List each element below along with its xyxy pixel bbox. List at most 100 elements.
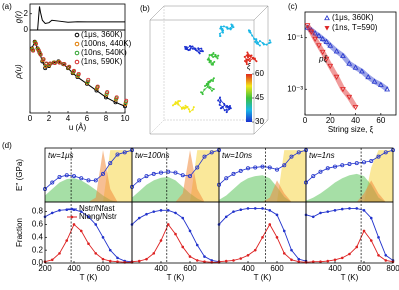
string-atom <box>211 63 214 66</box>
marker <box>202 154 207 159</box>
string-atom <box>219 27 222 30</box>
fraction-point <box>282 252 286 255</box>
marker <box>76 71 81 76</box>
string-atom <box>248 60 251 63</box>
string-atom <box>204 85 206 87</box>
string-atom <box>228 108 231 111</box>
fraction-point <box>181 245 185 249</box>
fraction-point <box>340 256 344 260</box>
string-atom <box>229 106 232 109</box>
string-atom <box>189 47 192 50</box>
panel-label: (c) <box>288 2 298 11</box>
marker <box>43 63 48 68</box>
string-atom <box>181 106 184 109</box>
marker <box>340 163 345 168</box>
fraction-point <box>290 258 293 262</box>
marker <box>158 170 163 175</box>
fraction-point <box>319 211 322 215</box>
y-tick-label: 2 <box>24 9 29 18</box>
marker <box>267 165 272 170</box>
marker <box>108 161 113 166</box>
x-tick-label: 8 <box>104 114 109 123</box>
string-atom <box>212 52 215 55</box>
marker <box>33 41 38 46</box>
y-axis-label: E'' (GPa) <box>15 159 24 191</box>
fraction-point <box>275 236 279 239</box>
fraction-point <box>50 258 54 262</box>
marker <box>323 38 330 44</box>
y-axis-label: pξ <box>318 55 327 64</box>
marker <box>238 168 243 173</box>
fraction-point <box>311 260 315 264</box>
fraction-point <box>116 260 119 264</box>
string-atom <box>247 56 250 59</box>
colorbar <box>246 74 252 122</box>
fraction-point <box>340 207 344 211</box>
x-tick-label: 60 <box>376 116 385 125</box>
fraction-point <box>384 259 388 262</box>
x-tick-label: 0 <box>28 114 33 123</box>
panel-label: (a) <box>2 2 12 11</box>
marker <box>319 35 326 42</box>
subplot-title: tw=100ns <box>135 151 169 160</box>
fraction-point <box>137 216 141 220</box>
string-atom <box>217 54 220 57</box>
string-atom <box>197 47 200 50</box>
x-tick-label: 0 <box>303 116 308 125</box>
string-atom <box>186 106 189 109</box>
fraction-point <box>108 248 112 252</box>
marker <box>253 165 258 170</box>
string-atom <box>191 108 194 111</box>
string-atom <box>184 47 187 50</box>
legend-label: (1ns, T=590) <box>332 23 378 32</box>
marker <box>67 64 72 69</box>
marker <box>383 150 388 155</box>
string-atom <box>221 31 224 34</box>
string-atom <box>201 93 204 96</box>
string-atom <box>179 100 181 102</box>
marker <box>304 24 311 30</box>
marker <box>86 77 91 82</box>
marker <box>316 32 322 38</box>
marker <box>122 150 127 155</box>
string-atom <box>219 101 222 104</box>
marker <box>86 178 91 183</box>
fraction-point <box>232 210 235 213</box>
marker <box>308 29 315 35</box>
marker <box>187 174 192 179</box>
string-atom <box>206 85 209 88</box>
string-atom <box>256 42 259 45</box>
marker <box>31 48 36 53</box>
marker <box>57 60 62 65</box>
string-atom <box>248 57 251 60</box>
area-orange <box>306 180 393 202</box>
x-tick-label: 800 <box>386 264 399 273</box>
legend-label: (1μs, 360K) <box>332 13 374 22</box>
string-atom <box>192 106 195 109</box>
string-atom <box>243 55 246 58</box>
area-green <box>132 176 219 202</box>
string-atom <box>253 37 256 40</box>
fraction-point <box>181 216 185 220</box>
marker <box>347 161 352 166</box>
fraction-point <box>72 223 76 226</box>
fraction-point <box>369 239 373 242</box>
fraction-point <box>275 213 279 217</box>
x-tick-label: 600 <box>96 264 110 273</box>
fraction-point <box>195 259 199 262</box>
string-atom <box>216 57 219 60</box>
string <box>248 30 272 46</box>
string-atom <box>225 104 228 107</box>
x-tick-label: 600 <box>183 264 197 273</box>
marker <box>325 166 330 171</box>
string-atom <box>222 29 225 32</box>
marker <box>361 160 366 165</box>
marker <box>52 60 57 65</box>
marker <box>137 178 142 183</box>
x-tick-label: 2 <box>47 114 52 123</box>
fraction-point <box>188 229 192 233</box>
legend-label: Nstr/Nfast <box>79 204 115 213</box>
fraction-point <box>333 209 337 212</box>
marker <box>71 68 76 73</box>
x-tick-label: 400 <box>328 264 342 273</box>
